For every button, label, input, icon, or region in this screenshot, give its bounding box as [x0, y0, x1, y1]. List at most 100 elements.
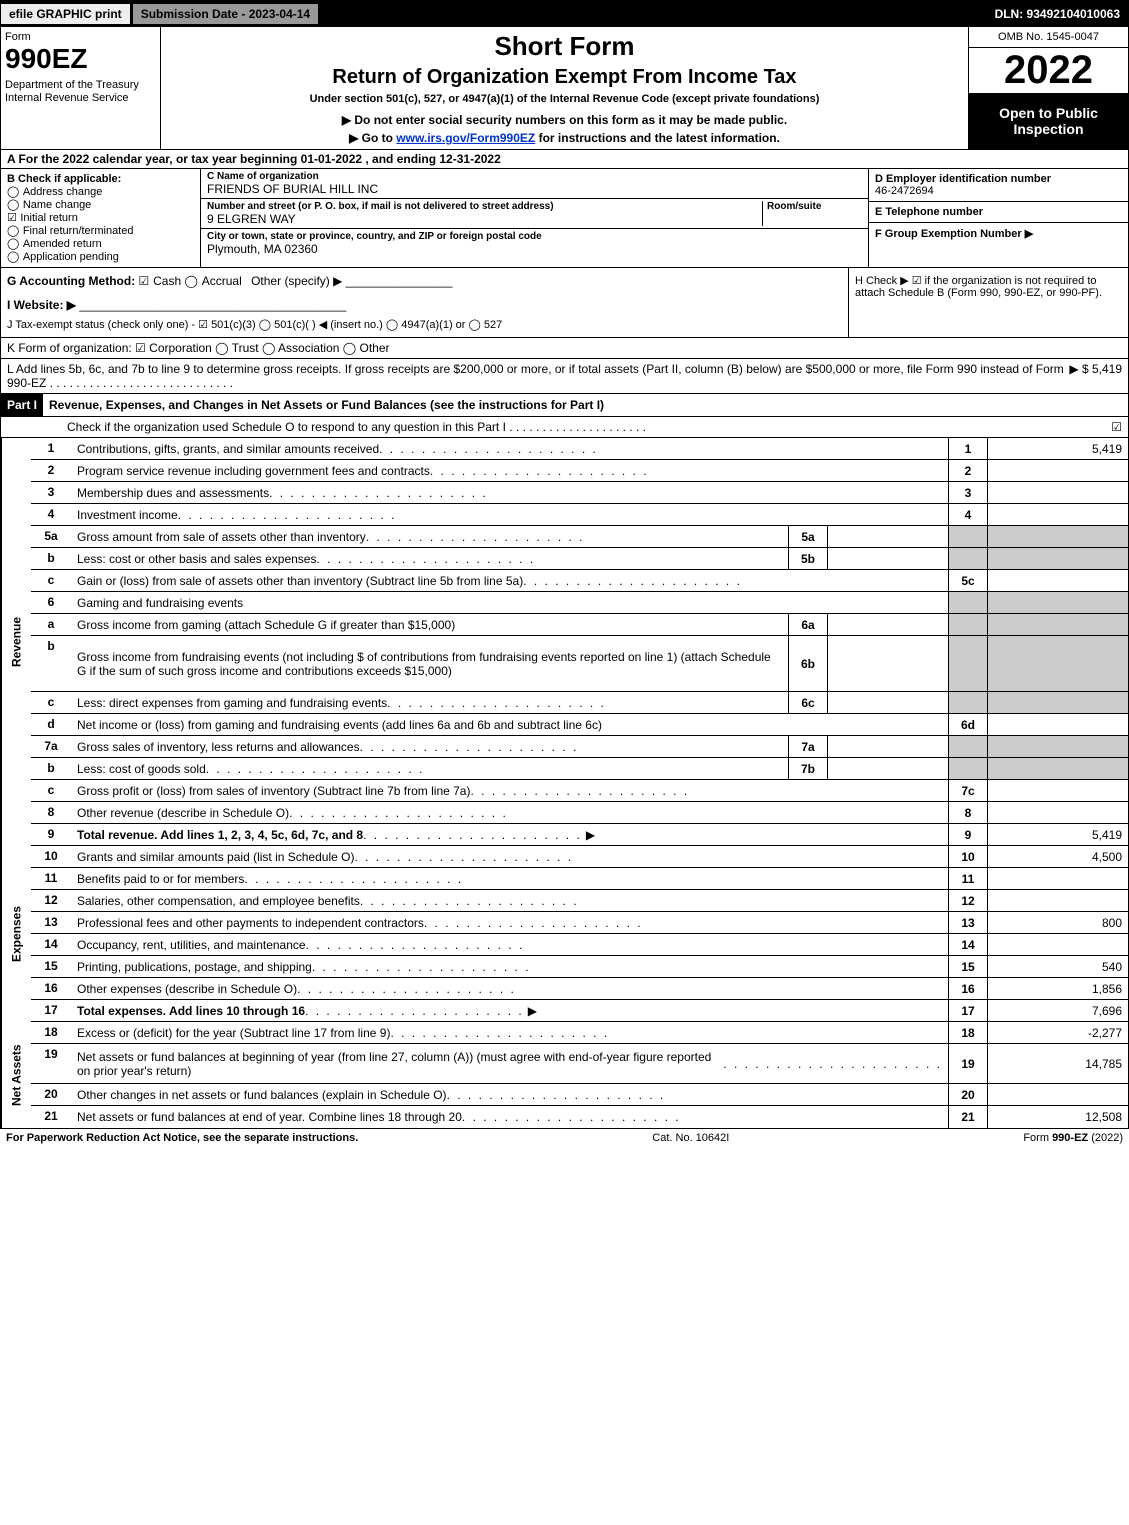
l-value: ▶ $ 5,419 — [1069, 362, 1122, 390]
subtitle-ssn: ▶ Do not enter social security numbers o… — [169, 113, 960, 127]
gh-row: G Accounting Method: ☑ Cash ◯ Accrual Ot… — [1, 268, 1128, 338]
d-label: D Employer identification number — [875, 173, 1122, 185]
c-name-value: FRIENDS OF BURIAL HILL INC — [207, 182, 862, 196]
line-8: 8 Other revenue (describe in Schedule O)… — [31, 802, 1128, 824]
cb-amended-return[interactable]: ◯ Amended return — [7, 237, 194, 250]
footer-cat: Cat. No. 10642I — [652, 1132, 729, 1144]
cb-cash[interactable]: ☑ — [139, 274, 154, 288]
line-17: 17 Total expenses. Add lines 10 through … — [31, 1000, 1128, 1022]
netassets-section: Net Assets 18 Excess or (deficit) for th… — [1, 1022, 1128, 1128]
c-city-label: City or town, state or province, country… — [207, 231, 862, 242]
line-14: 14 Occupancy, rent, utilities, and maint… — [31, 934, 1128, 956]
irs-link[interactable]: www.irs.gov/Form990EZ — [396, 131, 535, 145]
line-12: 12 Salaries, other compensation, and emp… — [31, 890, 1128, 912]
h-schedule-b: H Check ▶ ☑ if the organization is not r… — [848, 268, 1128, 337]
schedO-text: Check if the organization used Schedule … — [7, 420, 1111, 434]
line-15: 15 Printing, publications, postage, and … — [31, 956, 1128, 978]
d-value: 46-2472694 — [875, 185, 1122, 197]
line-9: 9 Total revenue. Add lines 1, 2, 3, 4, 5… — [31, 824, 1128, 846]
e-label: E Telephone number — [875, 206, 1122, 218]
c-addr-row: Number and street (or P. O. box, if mail… — [201, 199, 868, 229]
line-18: 18 Excess or (deficit) for the year (Sub… — [31, 1022, 1128, 1044]
c-addr-label: Number and street (or P. O. box, if mail… — [207, 201, 762, 212]
subtitle-section: Under section 501(c), 527, or 4947(a)(1)… — [169, 93, 960, 105]
cb-final-return[interactable]: ◯ Final return/terminated — [7, 224, 194, 237]
f-label: F Group Exemption Number ▶ — [875, 227, 1122, 240]
form-label: Form — [5, 31, 156, 43]
cb-initial-return[interactable]: ☑ Initial return — [7, 211, 194, 224]
form-page: efile GRAPHIC print Submission Date - 20… — [0, 0, 1129, 1129]
c-name-row: C Name of organization FRIENDS OF BURIAL… — [201, 169, 868, 199]
cb-name-change[interactable]: ◯ Name change — [7, 198, 194, 211]
line-5c: c Gain or (loss) from sale of assets oth… — [31, 570, 1128, 592]
line-7a: 7a Gross sales of inventory, less return… — [31, 736, 1128, 758]
line-5a: 5a Gross amount from sale of assets othe… — [31, 526, 1128, 548]
footer-left: For Paperwork Reduction Act Notice, see … — [6, 1132, 358, 1144]
header-left: Form 990EZ Department of the Treasury In… — [1, 27, 161, 149]
c-name-label: C Name of organization — [207, 171, 862, 182]
revenue-section: Revenue 1 Contributions, gifts, grants, … — [1, 438, 1128, 846]
d-ein: D Employer identification number 46-2472… — [869, 169, 1128, 202]
line-a: A For the 2022 calendar year, or tax yea… — [1, 150, 1128, 169]
part1-title: Revenue, Expenses, and Changes in Net As… — [49, 398, 604, 412]
cb-application-pending[interactable]: ◯ Application pending — [7, 250, 194, 263]
line-13: 13 Professional fees and other payments … — [31, 912, 1128, 934]
cb-accrual[interactable]: ◯ — [184, 274, 201, 288]
c-city-row: City or town, state or province, country… — [201, 229, 868, 258]
i-website: I Website: ▶ — [7, 298, 76, 312]
line-4: 4 Investment income 4 — [31, 504, 1128, 526]
line-7c: c Gross profit or (loss) from sales of i… — [31, 780, 1128, 802]
arrow-icon: ▶ — [528, 1004, 537, 1018]
header-row: Form 990EZ Department of the Treasury In… — [1, 27, 1128, 150]
line-6c: c Less: direct expenses from gaming and … — [31, 692, 1128, 714]
line-2: 2 Program service revenue including gove… — [31, 460, 1128, 482]
line-20: 20 Other changes in net assets or fund b… — [31, 1084, 1128, 1106]
tax-year: 2022 — [969, 48, 1128, 93]
efile-label: efile GRAPHIC print — [1, 4, 132, 24]
submission-date: Submission Date - 2023-04-14 — [132, 3, 319, 25]
title-short-form: Short Form — [169, 31, 960, 62]
c-addr-value: 9 ELGREN WAY — [207, 212, 762, 226]
title-return: Return of Organization Exempt From Incom… — [169, 66, 960, 89]
line-1: 1 Contributions, gifts, grants, and simi… — [31, 438, 1128, 460]
entity-block: B Check if applicable: ◯ Address change … — [1, 169, 1128, 268]
g-accounting: G Accounting Method: ☑ Cash ◯ Accrual Ot… — [1, 268, 848, 337]
part1-header-row: Part I Revenue, Expenses, and Changes in… — [1, 394, 1128, 417]
expenses-section: Expenses 10 Grants and similar amounts p… — [1, 846, 1128, 1022]
line-19: 19 Net assets or fund balances at beginn… — [31, 1044, 1128, 1084]
netassets-vlabel: Net Assets — [1, 1022, 31, 1128]
e-phone: E Telephone number — [869, 202, 1128, 223]
line-5b: b Less: cost or other basis and sales ex… — [31, 548, 1128, 570]
c-room-label: Room/suite — [767, 201, 862, 212]
arrow-icon: ▶ — [586, 828, 595, 842]
line-16: 16 Other expenses (describe in Schedule … — [31, 978, 1128, 1000]
section-b: B Check if applicable: ◯ Address change … — [1, 169, 201, 267]
line-6a: a Gross income from gaming (attach Sched… — [31, 614, 1128, 636]
b-title: B Check if applicable: — [7, 173, 194, 185]
footer-right: Form 990-EZ (2022) — [1023, 1132, 1123, 1144]
department-label: Department of the Treasury Internal Reve… — [5, 79, 156, 105]
f-group: F Group Exemption Number ▶ — [869, 223, 1128, 267]
l-text: L Add lines 5b, 6c, and 7b to line 9 to … — [7, 362, 1069, 390]
section-def: D Employer identification number 46-2472… — [868, 169, 1128, 267]
form-number: 990EZ — [5, 43, 156, 75]
revenue-vlabel: Revenue — [1, 438, 31, 846]
line-10: 10 Grants and similar amounts paid (list… — [31, 846, 1128, 868]
schedO-checkbox[interactable]: ☑ — [1111, 420, 1122, 434]
subtitle-goto: ▶ Go to www.irs.gov/Form990EZ for instru… — [169, 131, 960, 145]
expenses-vlabel: Expenses — [1, 846, 31, 1022]
line-3: 3 Membership dues and assessments 3 — [31, 482, 1128, 504]
schedO-row: Check if the organization used Schedule … — [1, 417, 1128, 438]
section-c: C Name of organization FRIENDS OF BURIAL… — [201, 169, 868, 267]
j-tax-status: J Tax-exempt status (check only one) - ☑… — [7, 318, 842, 331]
line-11: 11 Benefits paid to or for members 11 — [31, 868, 1128, 890]
line-21: 21 Net assets or fund balances at end of… — [31, 1106, 1128, 1128]
dln-label: DLN: 93492104010063 — [987, 4, 1128, 24]
omb-label: OMB No. 1545-0047 — [969, 27, 1128, 48]
header-mid: Short Form Return of Organization Exempt… — [161, 27, 968, 149]
part1-label: Part I — [1, 394, 43, 416]
k-form-org: K Form of organization: ☑ Corporation ◯ … — [1, 338, 1128, 359]
header-right: OMB No. 1545-0047 2022 Open to Public In… — [968, 27, 1128, 149]
cb-address-change[interactable]: ◯ Address change — [7, 185, 194, 198]
l-gross-receipts: L Add lines 5b, 6c, and 7b to line 9 to … — [1, 359, 1128, 394]
